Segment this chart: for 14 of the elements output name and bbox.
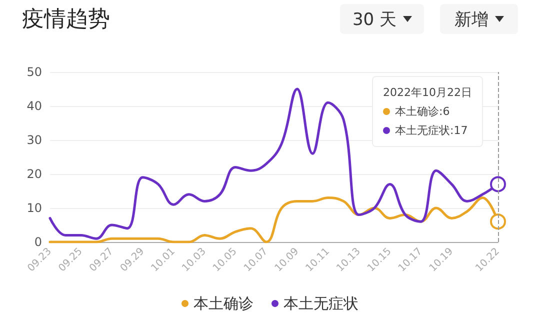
text: 30 天 (352, 8, 397, 30)
text: 新增 (454, 8, 488, 30)
y-tick-label: 30 (26, 133, 42, 147)
y-tick-label: 50 (26, 65, 42, 79)
annotation: 本土无症状:17 (395, 123, 468, 139)
annotation: 本土确诊:6 (395, 104, 450, 120)
y-tick-label: 0 (34, 235, 42, 249)
y-tick-label: 20 (26, 167, 42, 181)
y-tick-label: 10 (26, 201, 42, 215)
chart-title: 疫情趋势 (22, 6, 110, 34)
annotation: 2022年10月22日 (383, 85, 472, 101)
legend-label: 本土确诊 (194, 294, 254, 312)
legend-label: 本土无症状 (284, 294, 358, 312)
y-tick-label: 40 (26, 99, 42, 113)
